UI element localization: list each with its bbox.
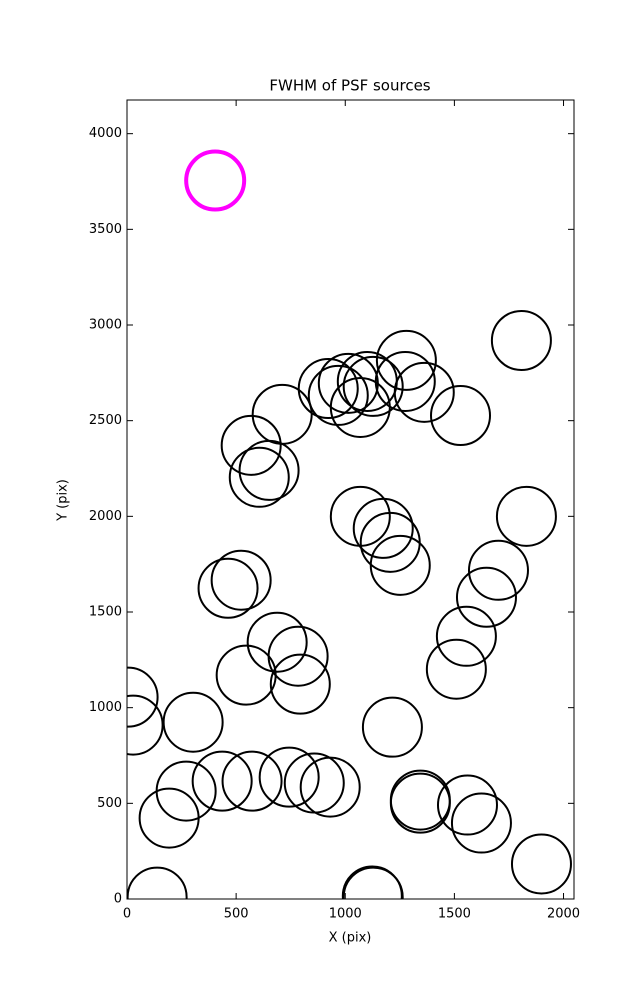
y-axis-label: Y (pix) — [56, 479, 71, 522]
source-circle — [361, 696, 423, 758]
source-circle — [510, 833, 572, 895]
source-circle — [352, 497, 414, 559]
source-circle — [138, 787, 200, 849]
source-circle — [455, 566, 517, 628]
source-circle — [210, 549, 272, 611]
plot-area — [127, 149, 572, 899]
source-circle — [393, 361, 455, 423]
source-circle — [228, 446, 290, 508]
source-circle — [299, 756, 361, 818]
source-circle — [425, 638, 487, 700]
x-tick-label: 1500 — [438, 907, 471, 922]
source-circle — [155, 760, 217, 822]
axes-frame — [126, 99, 575, 900]
chart-title: FWHM of PSF sources — [269, 77, 430, 95]
source-circle — [495, 485, 557, 547]
source-circle — [297, 358, 359, 420]
source-circle — [375, 329, 437, 391]
source-circle — [467, 539, 529, 601]
source-circle — [435, 605, 497, 667]
source-circle — [251, 383, 313, 445]
source-circle — [389, 772, 451, 834]
y-tick-label: 3500 — [89, 222, 122, 237]
source-circle — [342, 355, 404, 417]
y-tick-label: 500 — [97, 796, 122, 811]
source-circle — [127, 666, 159, 728]
source-circle — [221, 750, 283, 812]
source-circle — [267, 625, 329, 687]
source-circle — [162, 691, 224, 753]
y-tick-label: 1500 — [89, 605, 122, 620]
source-circle — [436, 774, 498, 836]
y-tick-label: 2000 — [89, 509, 122, 524]
x-axis-label: X (pix) — [329, 931, 372, 946]
x-tick-label: 2000 — [547, 907, 580, 922]
source-circle — [220, 414, 282, 476]
source-circle — [450, 792, 512, 854]
y-tick-label: 3000 — [89, 318, 122, 333]
y-tick-label: 4000 — [89, 126, 122, 141]
source-circle — [215, 644, 277, 706]
source-circle — [269, 653, 331, 715]
y-tick-label: 0 — [114, 892, 122, 907]
x-tick-label: 0 — [123, 907, 131, 922]
source-circle — [430, 385, 492, 447]
source-circle — [369, 534, 431, 596]
source-circle — [341, 865, 403, 899]
source-circle — [307, 364, 369, 426]
source-circle — [490, 310, 552, 372]
y-tick-label: 1000 — [89, 700, 122, 715]
source-circle — [197, 557, 259, 619]
x-tick-label: 500 — [224, 907, 249, 922]
source-circle — [191, 750, 253, 812]
source-circle — [127, 694, 164, 756]
x-tick-label: 1000 — [329, 907, 362, 922]
source-circle — [389, 769, 451, 831]
source-circle — [258, 746, 320, 808]
source-circle — [246, 611, 308, 673]
source-circle — [374, 350, 436, 412]
source-circle — [127, 866, 188, 899]
source-circle — [184, 149, 247, 212]
y-tick-label: 2500 — [89, 413, 122, 428]
